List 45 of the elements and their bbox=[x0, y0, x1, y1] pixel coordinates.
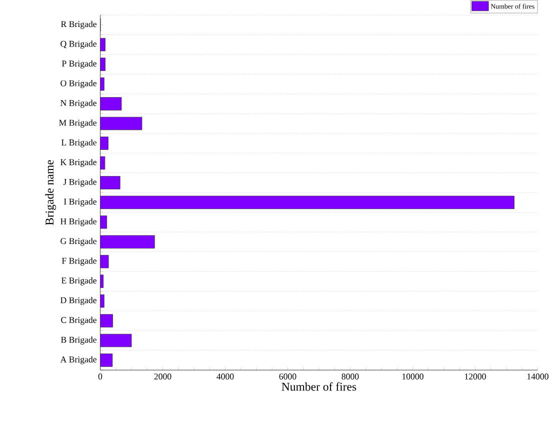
x-axis-title: Number of fires bbox=[282, 382, 356, 391]
bar bbox=[100, 136, 108, 150]
x-tick-label: 0 bbox=[98, 374, 102, 380]
bar bbox=[100, 176, 120, 190]
bar bbox=[100, 38, 106, 52]
bar bbox=[100, 314, 113, 328]
y-tick-label: H Brigade bbox=[60, 218, 96, 226]
bar bbox=[100, 354, 113, 367]
bar bbox=[100, 58, 106, 71]
y-tick-label: N Brigade bbox=[60, 100, 96, 108]
y-tick-label: E Brigade bbox=[61, 277, 96, 286]
bar bbox=[100, 97, 122, 110]
bar bbox=[100, 274, 104, 288]
y-tick-label: K Brigade bbox=[60, 158, 96, 168]
bar bbox=[100, 116, 142, 130]
y-tick-label: D Brigade bbox=[60, 297, 96, 306]
y-tick-label: R Brigade bbox=[61, 20, 96, 29]
bar bbox=[100, 255, 109, 268]
x-tick-label: 2000 bbox=[154, 374, 172, 380]
y-tick-label: B Brigade bbox=[61, 336, 96, 345]
x-tick-label: 10000 bbox=[402, 374, 424, 380]
y-tick-label: M Brigade bbox=[59, 120, 96, 128]
x-tick-label: 8000 bbox=[342, 374, 359, 380]
bar bbox=[100, 334, 132, 348]
bar bbox=[100, 77, 104, 91]
x-tick-label: 12000 bbox=[464, 374, 486, 380]
y-tick-label: C Brigade bbox=[61, 316, 96, 325]
x-tick-label: 6000 bbox=[279, 374, 296, 380]
y-tick-label: J Brigade bbox=[63, 178, 96, 187]
y-tick-label: Q Brigade bbox=[60, 40, 96, 49]
bar bbox=[100, 235, 155, 248]
bar bbox=[100, 294, 104, 308]
y-tick-label: L Brigade bbox=[61, 139, 96, 148]
x-tick-label: 14000 bbox=[527, 374, 548, 380]
y-axis-title: Brigade name bbox=[45, 160, 56, 226]
y-tick-label: O Brigade bbox=[60, 80, 96, 88]
bar bbox=[100, 156, 106, 170]
y-tick-label: A Brigade bbox=[60, 356, 96, 364]
y-tick-label: I Brigade bbox=[64, 198, 96, 206]
y-tick-label: P Brigade bbox=[62, 60, 96, 68]
bar bbox=[100, 216, 107, 229]
bar bbox=[100, 196, 514, 210]
y-tick-label: F Brigade bbox=[62, 258, 96, 266]
y-tick-label: G Brigade bbox=[60, 238, 96, 246]
x-tick-label: 4000 bbox=[216, 374, 234, 380]
